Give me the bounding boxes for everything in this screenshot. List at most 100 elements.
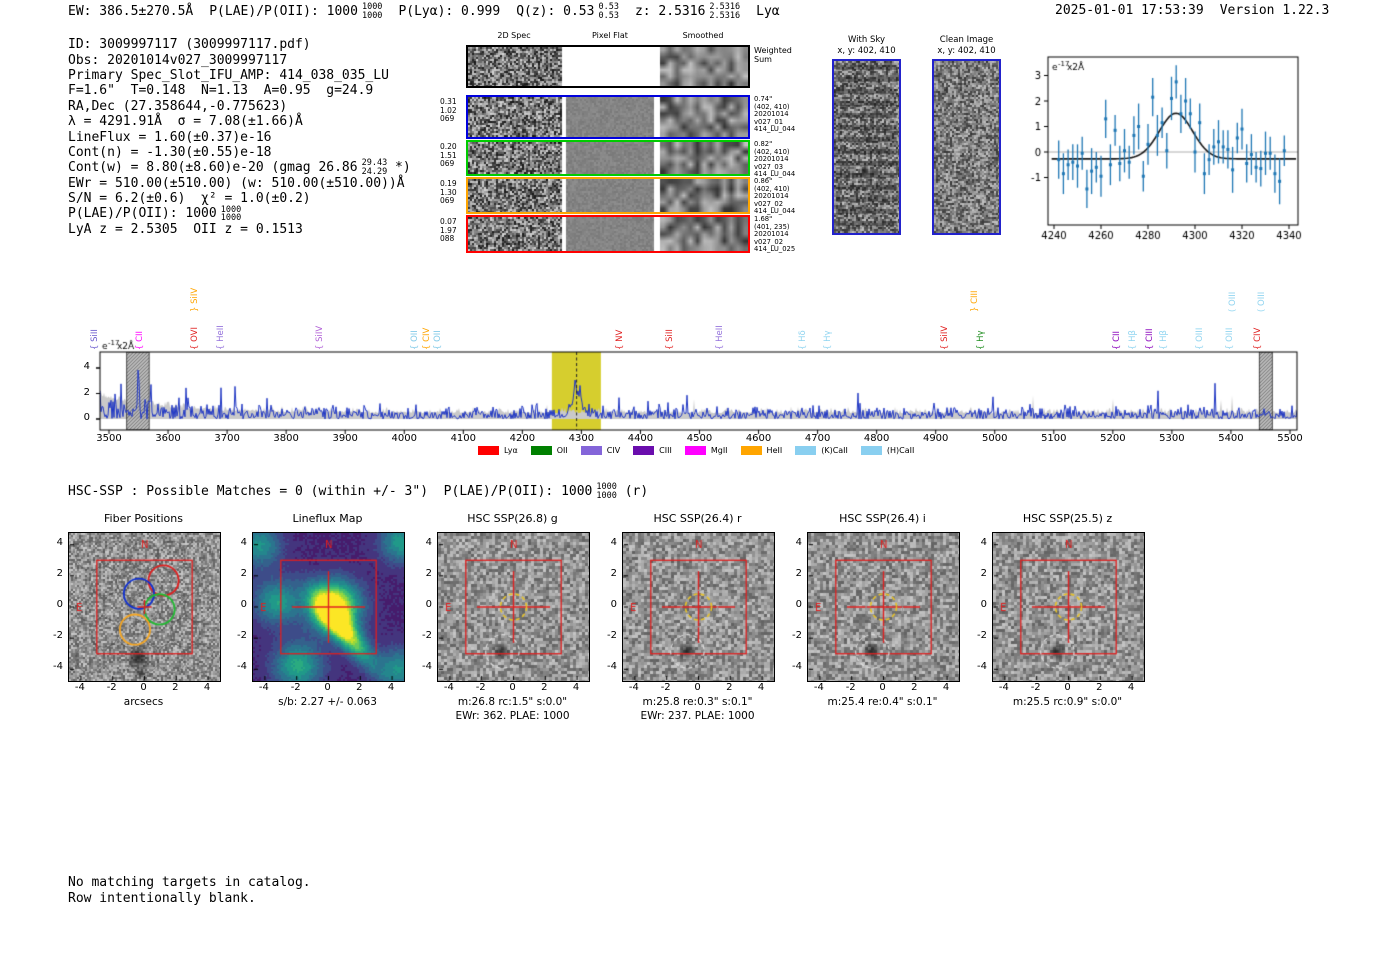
info-line: λ = 4291.91Å σ = 7.08(±1.66)Å	[68, 114, 303, 130]
spectrum-x-tick-label: 3600	[155, 433, 181, 444]
spec2d-left-label: 0.31 1.02 069	[440, 97, 457, 124]
ew-value: EW: 386.5±270.5Å	[68, 4, 194, 19]
info-line: LineFlux = 1.60(±0.37)e-16	[68, 129, 272, 145]
spec2d-row	[466, 140, 750, 176]
emission-line-label: { Hβ	[1127, 330, 1138, 350]
emission-line-label: { OII	[432, 330, 443, 350]
info-line: ID: 3009997117 (3009997117.pdf)	[68, 37, 311, 53]
hsc-plae-range: 1000 1000	[596, 482, 617, 501]
header-summary-line: EW: 386.5±270.5Å P(LAE)/P(OII): 1000 100…	[68, 3, 780, 20]
cutout-caption-z: m:25.5 rc:0.9" s:0.0"	[1012, 696, 1123, 708]
cutout-ytick: 4	[610, 536, 617, 548]
cutout-caption-lineflux: s/b: 2.27 +/- 0.063	[278, 696, 377, 708]
spectrum-y-tick-label: 4	[83, 361, 90, 372]
cutout-title-r: HSC SSP(26.4) r	[653, 512, 742, 525]
spec2d-row-image	[468, 142, 748, 174]
emission-line-label: { Hγ	[822, 330, 833, 350]
cutout-xtick: -4	[998, 682, 1009, 693]
spectrum-x-tick-label: 5000	[982, 433, 1008, 444]
cutout-xtick: 2	[1096, 682, 1103, 693]
cutout-image-i	[807, 532, 960, 682]
cutout-ytick: -4	[792, 661, 802, 673]
legend-label: MgII	[710, 446, 728, 455]
cutout-ytick: -2	[237, 630, 247, 642]
cutout-title-lineflux: Lineflux Map	[292, 512, 363, 525]
emission-line-label: { Hδ	[797, 330, 808, 350]
spec2d-row-image	[468, 47, 748, 86]
cutout-ytick: 2	[980, 567, 987, 579]
info-line: Cont(w) = 8.80(±8.60)e-20 (gmag 26.86 29.…	[68, 158, 411, 177]
emission-line-label: { Hβ	[1158, 330, 1169, 350]
spectrum-x-tick-label: 5200	[1100, 433, 1126, 444]
cutout-xtick: -4	[443, 682, 454, 693]
emission-line-label: { CII	[1112, 330, 1123, 350]
legend-swatch	[795, 446, 817, 455]
cutout-ytick: 2	[56, 567, 63, 579]
cutout-xtick: 0	[1064, 682, 1071, 693]
spectrum-x-tick-label: 4700	[804, 433, 831, 444]
spectrum-y-tick-label: 2	[83, 386, 90, 398]
footer-line-1: No matching targets in catalog.	[68, 875, 311, 890]
emission-line-label: ( OIII	[1227, 291, 1238, 312]
cutout-title-fiber: Fiber Positions	[104, 512, 183, 525]
emission-line-label: { HeII	[216, 325, 227, 350]
z-range: 2.5316 2.5316	[709, 2, 741, 21]
cutout-xtick: -4	[813, 682, 824, 693]
plae-value: P(LAE)/P(OII): 1000	[209, 4, 358, 19]
spec2d-right-label: 0.82" (402, 410) 20201014 v027_03 414_LU_044	[754, 140, 796, 179]
cutout-caption-i: m:25.4 re:0.4" s:0.1"	[827, 696, 938, 708]
emission-line-label: } CIII	[969, 290, 980, 312]
spectrum-x-tick-label: 3700	[214, 433, 240, 444]
cutout-xtick: 2	[726, 682, 733, 693]
info-line: EWr = 510.00(±510.00) (w: 510.00(±510.00…	[68, 175, 405, 191]
emission-line-label: { SiII	[89, 329, 100, 350]
with-sky-title: With Sky	[847, 35, 886, 45]
cutout-caption-fiber: arcsecs	[123, 696, 164, 708]
classification-label: Lyα	[756, 4, 780, 19]
spec2d-left-label: 0.07 1.97 088	[440, 217, 457, 244]
cutout-xtick: 4	[1127, 682, 1135, 693]
cutout-xtick: 4	[203, 682, 211, 693]
cutout-ytick: 4	[795, 536, 802, 548]
emission-line-label: } SiIV	[190, 287, 201, 312]
cutout-image-r	[622, 532, 775, 682]
spec2d-right-label: Weighted Sum	[754, 46, 792, 64]
cutout-ytick: 4	[980, 536, 987, 548]
cutout-ytick: -4	[607, 661, 617, 673]
spectrum-y-tick-label: 0	[83, 412, 90, 423]
emission-line-label: { OII	[409, 330, 420, 350]
cutout-ytick: 4	[425, 536, 432, 548]
cutout-xtick: 4	[387, 682, 395, 693]
with-sky-image	[834, 61, 899, 233]
legend-swatch	[580, 446, 602, 455]
emission-line-label: { HeII	[715, 325, 726, 350]
cutout-ytick: -4	[53, 661, 63, 673]
legend-item: CIV	[580, 446, 621, 455]
cutout-xtick: 2	[911, 682, 918, 693]
legend-swatch	[530, 446, 552, 455]
cutout-ytick: 0	[56, 599, 63, 610]
qz-value: Q(z): 0.53	[516, 4, 595, 19]
cutout-xtick: 0	[694, 682, 701, 693]
line-fit-inset-plot	[1026, 48, 1311, 243]
plae-range: 1000 1000	[361, 2, 383, 21]
clean-image-title: Clean Image	[939, 35, 994, 45]
cutout-ytick: -2	[422, 630, 432, 642]
legend-item: Lyα	[478, 446, 518, 455]
spec2d-col-header: 2D Spec	[497, 31, 531, 40]
cutout-ytick: -4	[237, 661, 247, 673]
cutout-ytick: 2	[610, 567, 617, 579]
info-line: P(LAE)/P(OII): 1000 1000 1000	[68, 204, 242, 223]
cutout-ytick: 2	[795, 567, 802, 579]
spec2d-row	[466, 215, 750, 253]
cutout-ytick: -4	[977, 661, 987, 673]
spectrum-x-tick-label: 4200	[509, 433, 536, 444]
cutout-xtick: 4	[572, 682, 580, 693]
legend-item: (K)CaII	[795, 446, 848, 455]
cutout-ytick: 2	[240, 567, 247, 579]
legend-label: CIV	[606, 446, 621, 455]
cutout-title-g: HSC SSP(26.8) g	[467, 512, 558, 525]
spectrum-x-tick-label: 4300	[568, 433, 595, 444]
emission-line-label: { OIII	[1224, 327, 1235, 350]
spectrum-x-tick-label: 4900	[922, 433, 949, 444]
